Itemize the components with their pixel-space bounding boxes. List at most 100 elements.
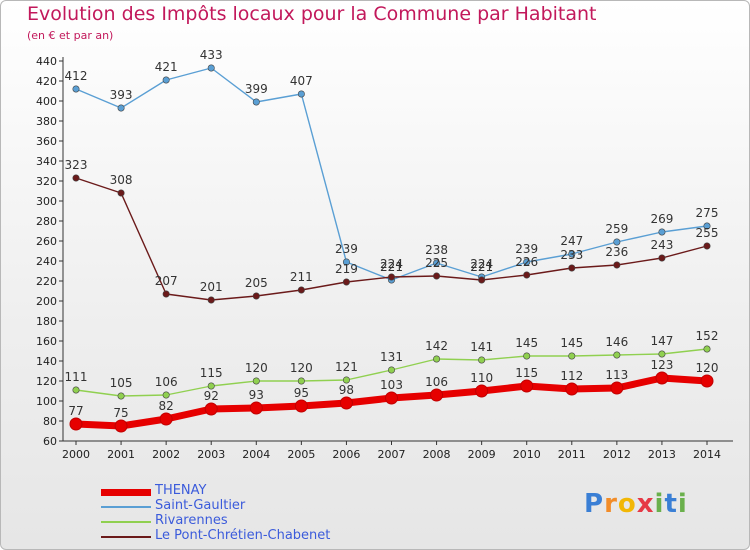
- data-label: 221: [380, 260, 403, 274]
- data-label: 112: [560, 369, 583, 383]
- x-tick-label: 2010: [513, 448, 541, 461]
- data-label: 211: [290, 270, 313, 284]
- data-point: [613, 351, 621, 359]
- data-label: 239: [515, 242, 538, 256]
- chart-title: Evolution des Impôts locaux pour la Comm…: [27, 3, 597, 25]
- y-tick-label: 260: [36, 235, 57, 248]
- data-label: 308: [110, 173, 133, 187]
- y-tick-label: 440: [36, 55, 57, 68]
- data-label: 239: [335, 242, 358, 256]
- x-tick-label: 2009: [468, 448, 496, 461]
- data-label: 243: [650, 238, 673, 252]
- y-tick-label: 280: [36, 215, 57, 228]
- data-point: [520, 379, 534, 393]
- data-label: 110: [470, 371, 493, 385]
- data-point: [433, 259, 441, 267]
- legend-label: Le Pont-Chrétien-Chabenet: [155, 528, 331, 543]
- data-label: 412: [65, 69, 88, 83]
- data-point: [387, 273, 395, 281]
- data-label: 98: [339, 383, 354, 397]
- data-point: [610, 381, 624, 395]
- x-tick-label: 2001: [107, 448, 135, 461]
- legend-label: Saint-Gaultier: [155, 498, 246, 513]
- x-tick-label: 2014: [693, 448, 721, 461]
- data-label: 131: [380, 350, 403, 364]
- data-point: [69, 417, 83, 431]
- chart-subtitle: (en € et par an): [27, 29, 114, 42]
- data-point: [523, 271, 531, 279]
- data-point: [703, 345, 711, 353]
- data-point: [72, 386, 80, 394]
- data-label: 433: [200, 48, 223, 62]
- data-point: [568, 250, 576, 258]
- y-tick-label: 120: [36, 375, 57, 388]
- data-point: [658, 350, 666, 358]
- data-label: 224: [380, 257, 403, 271]
- data-point: [297, 90, 305, 98]
- logo-letter: i: [677, 489, 688, 519]
- data-label: 106: [155, 375, 178, 389]
- x-tick-label: 2000: [62, 448, 90, 461]
- data-point: [339, 396, 353, 410]
- data-label: 421: [155, 60, 178, 74]
- data-point: [613, 261, 621, 269]
- data-label: 255: [696, 226, 719, 240]
- legend-swatch: [101, 488, 151, 496]
- data-label: 393: [110, 88, 133, 102]
- data-label: 146: [605, 335, 628, 349]
- data-point: [475, 384, 489, 398]
- legend-label: THENAY: [155, 483, 207, 498]
- data-label: 121: [335, 360, 358, 374]
- legend-label: Rivarennes: [155, 513, 228, 528]
- data-label: 93: [249, 388, 264, 402]
- data-point: [430, 388, 444, 402]
- data-label: 269: [650, 212, 673, 226]
- data-point: [252, 98, 260, 106]
- x-tick-label: 2011: [558, 448, 586, 461]
- data-point: [568, 352, 576, 360]
- data-label: 77: [68, 404, 83, 418]
- data-label: 323: [65, 158, 88, 172]
- data-label: 115: [515, 366, 538, 380]
- data-label: 141: [470, 340, 493, 354]
- x-tick-label: 2013: [648, 448, 676, 461]
- data-point: [568, 264, 576, 272]
- data-point: [655, 371, 669, 385]
- y-tick-label: 360: [36, 135, 57, 148]
- data-label: 226: [515, 255, 538, 269]
- x-tick-label: 2008: [423, 448, 451, 461]
- data-point: [387, 366, 395, 374]
- x-tick-label: 2006: [332, 448, 360, 461]
- data-label: 115: [200, 366, 223, 380]
- data-label: 238: [425, 243, 448, 257]
- data-point: [159, 412, 173, 426]
- y-tick-label: 200: [36, 295, 57, 308]
- x-tick-label: 2004: [242, 448, 270, 461]
- data-label: 103: [380, 378, 403, 392]
- data-label: 120: [696, 361, 719, 375]
- data-label: 142: [425, 339, 448, 353]
- data-point: [297, 286, 305, 294]
- legend-swatch: [101, 536, 151, 538]
- data-point: [342, 376, 350, 384]
- data-label: 233: [560, 248, 583, 262]
- data-point: [72, 85, 80, 93]
- data-point: [162, 290, 170, 298]
- proxiti-logo: Proxiti: [584, 489, 688, 519]
- data-point: [703, 242, 711, 250]
- data-point: [478, 276, 486, 284]
- logo-letter: t: [664, 489, 678, 519]
- data-label: 145: [515, 336, 538, 350]
- y-tick-label: 240: [36, 255, 57, 268]
- data-point: [207, 382, 215, 390]
- data-point: [613, 238, 621, 246]
- data-point: [565, 382, 579, 396]
- data-point: [342, 258, 350, 266]
- y-tick-label: 100: [36, 395, 57, 408]
- logo-letter: x: [636, 489, 655, 519]
- data-label: 207: [155, 274, 178, 288]
- legend-swatch: [101, 506, 151, 508]
- y-tick-label: 140: [36, 355, 57, 368]
- data-label: 201: [200, 280, 223, 294]
- data-point: [433, 355, 441, 363]
